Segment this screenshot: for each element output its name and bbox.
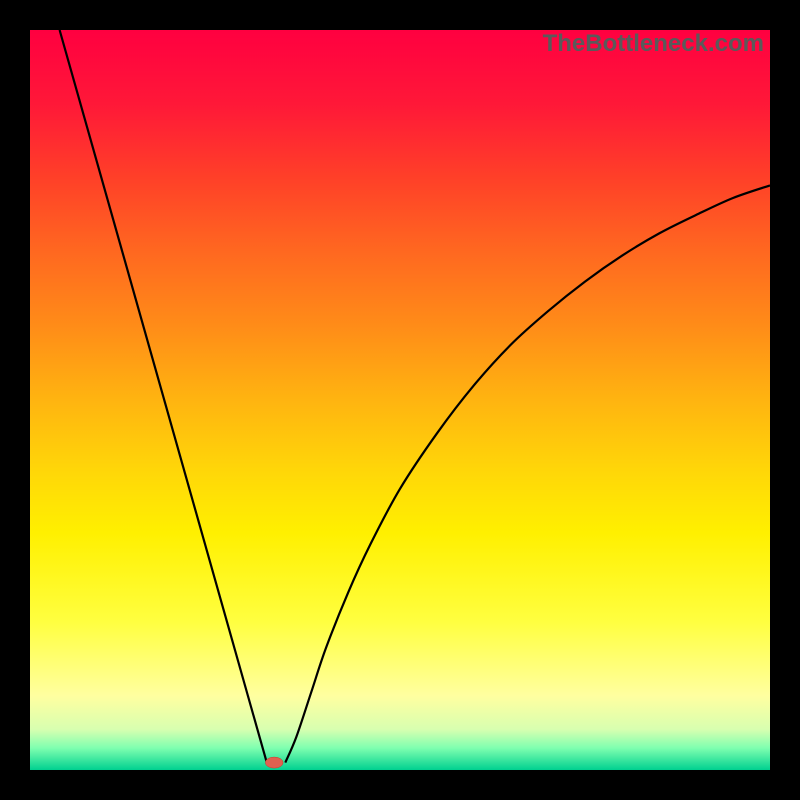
- plot-area: [30, 30, 770, 770]
- curve-left-branch: [60, 30, 267, 763]
- watermark-text: TheBottleneck.com: [543, 30, 764, 58]
- chart-container: TheBottleneck.com: [0, 0, 800, 800]
- bottleneck-marker: [265, 757, 283, 768]
- curve-svg: [30, 30, 770, 770]
- curve-right-branch: [285, 185, 770, 762]
